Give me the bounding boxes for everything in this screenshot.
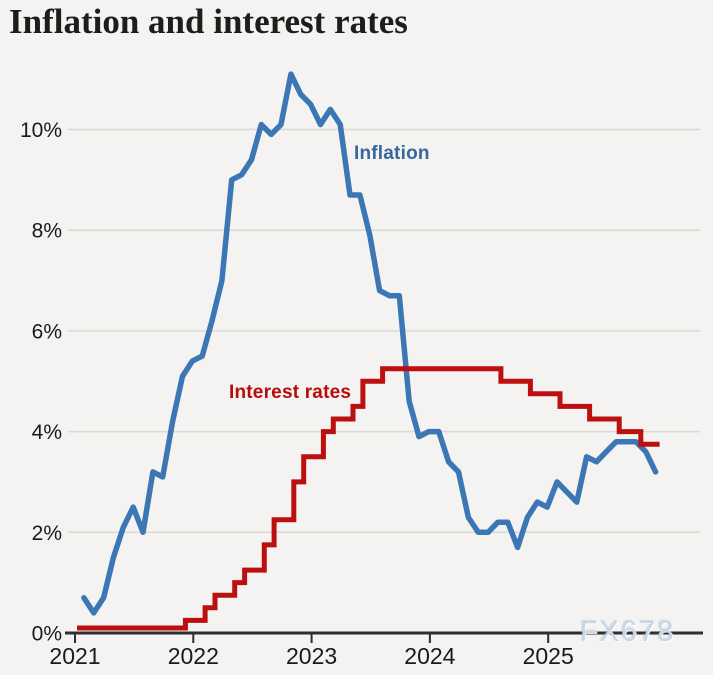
y-tick-label: 6% <box>32 320 62 343</box>
x-tick-label: 2022 <box>168 643 219 669</box>
inflation-line <box>81 71 659 616</box>
y-tick-label: 4% <box>32 421 62 444</box>
x-tick-label: 2021 <box>49 643 100 669</box>
interest-rates-series-label: Interest rates <box>229 382 352 403</box>
y-axis-labels: 0% 2% 4% 6% 8% 10% <box>20 119 62 646</box>
y-tick-label: 0% <box>32 623 62 646</box>
x-tick-label: 2023 <box>286 643 337 669</box>
y-tick-label: 2% <box>32 522 62 545</box>
y-tick-label: 8% <box>32 220 62 243</box>
y-tick-label: 10% <box>20 119 62 142</box>
interest-rate-line <box>77 366 660 631</box>
x-tick-label: 2025 <box>523 643 574 669</box>
x-axis: 2021 2022 2023 2024 2025 <box>49 631 703 669</box>
x-tick-label: 2024 <box>404 643 455 669</box>
inflation-series-label: Inflation <box>354 143 430 164</box>
fx678-watermark: FX678 <box>580 616 676 648</box>
chart-title: Inflation and interest rates <box>9 2 408 41</box>
